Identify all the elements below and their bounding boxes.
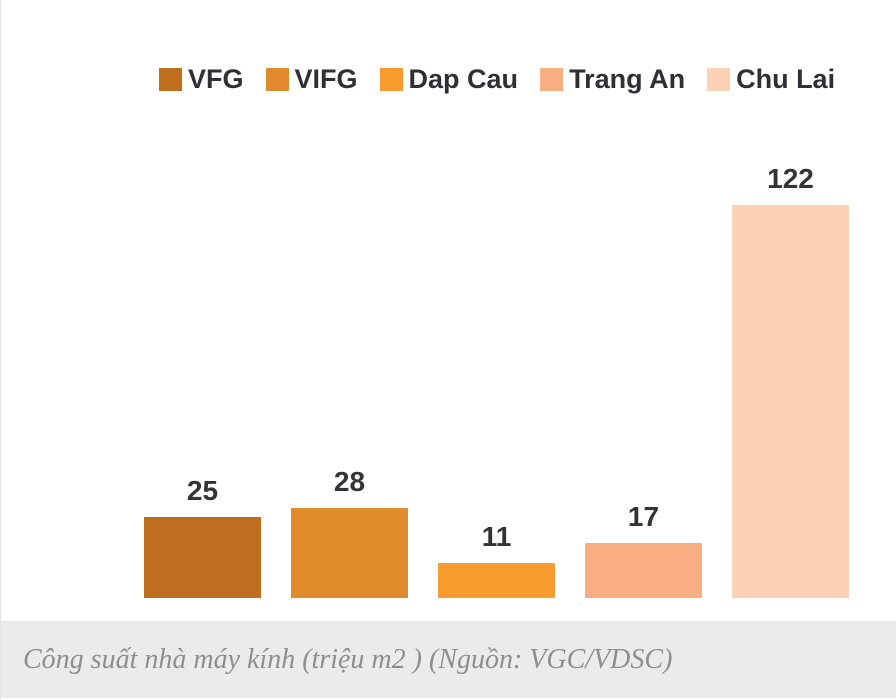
bar-vfg (144, 517, 261, 598)
legend-swatch-icon (265, 68, 289, 91)
bar-chu-lai (732, 205, 849, 598)
legend-label: VFG (188, 64, 244, 94)
legend-item-trang-an: Trang An (540, 64, 685, 95)
bar-value-label-trang-an: 17 (627, 501, 660, 533)
legend-swatch-icon (540, 68, 564, 91)
legend-item-vifg: VIFG (265, 64, 358, 95)
legend-swatch-icon (707, 68, 731, 91)
chart-legend: VFG VIFG Dap Cau Trang An Chu Lai (159, 64, 835, 95)
bar-dap-cau (438, 563, 555, 598)
bar-value-label-vfg: 25 (186, 475, 219, 507)
legend-item-chu-lai: Chu Lai (707, 64, 835, 95)
legend-label: Chu Lai (736, 64, 836, 94)
bar-group-dap-cau: 11 (438, 521, 555, 598)
plot-area: 25 28 11 17 122 (144, 163, 849, 598)
bar-group-vifg: 28 (291, 466, 408, 598)
bar-vifg (291, 508, 408, 598)
legend-item-vfg: VFG (159, 64, 244, 95)
bar-value-label-dap-cau: 11 (481, 521, 512, 553)
legend-label: VIFG (294, 64, 358, 94)
bar-group-trang-an: 17 (585, 501, 702, 598)
legend-label: Trang An (569, 64, 686, 94)
bar-value-label-vifg: 28 (333, 466, 366, 498)
chart-area: VFG VIFG Dap Cau Trang An Chu Lai 25 28 11 17 12… (1, 0, 896, 621)
bar-group-chu-lai: 122 (732, 163, 849, 598)
legend-label: Dap Cau (408, 64, 519, 94)
legend-swatch-icon (379, 68, 403, 91)
bar-trang-an (585, 543, 702, 598)
caption-bar: Công suất nhà máy kính (triệu m2 ) (Nguồ… (1, 621, 896, 698)
bar-group-vfg: 25 (144, 475, 261, 598)
legend-item-dap-cau: Dap Cau (379, 64, 519, 95)
legend-swatch-icon (159, 68, 182, 91)
bar-value-label-chu-lai: 122 (767, 163, 814, 195)
chart-caption: Công suất nhà máy kính (triệu m2 ) (Nguồ… (23, 643, 673, 675)
